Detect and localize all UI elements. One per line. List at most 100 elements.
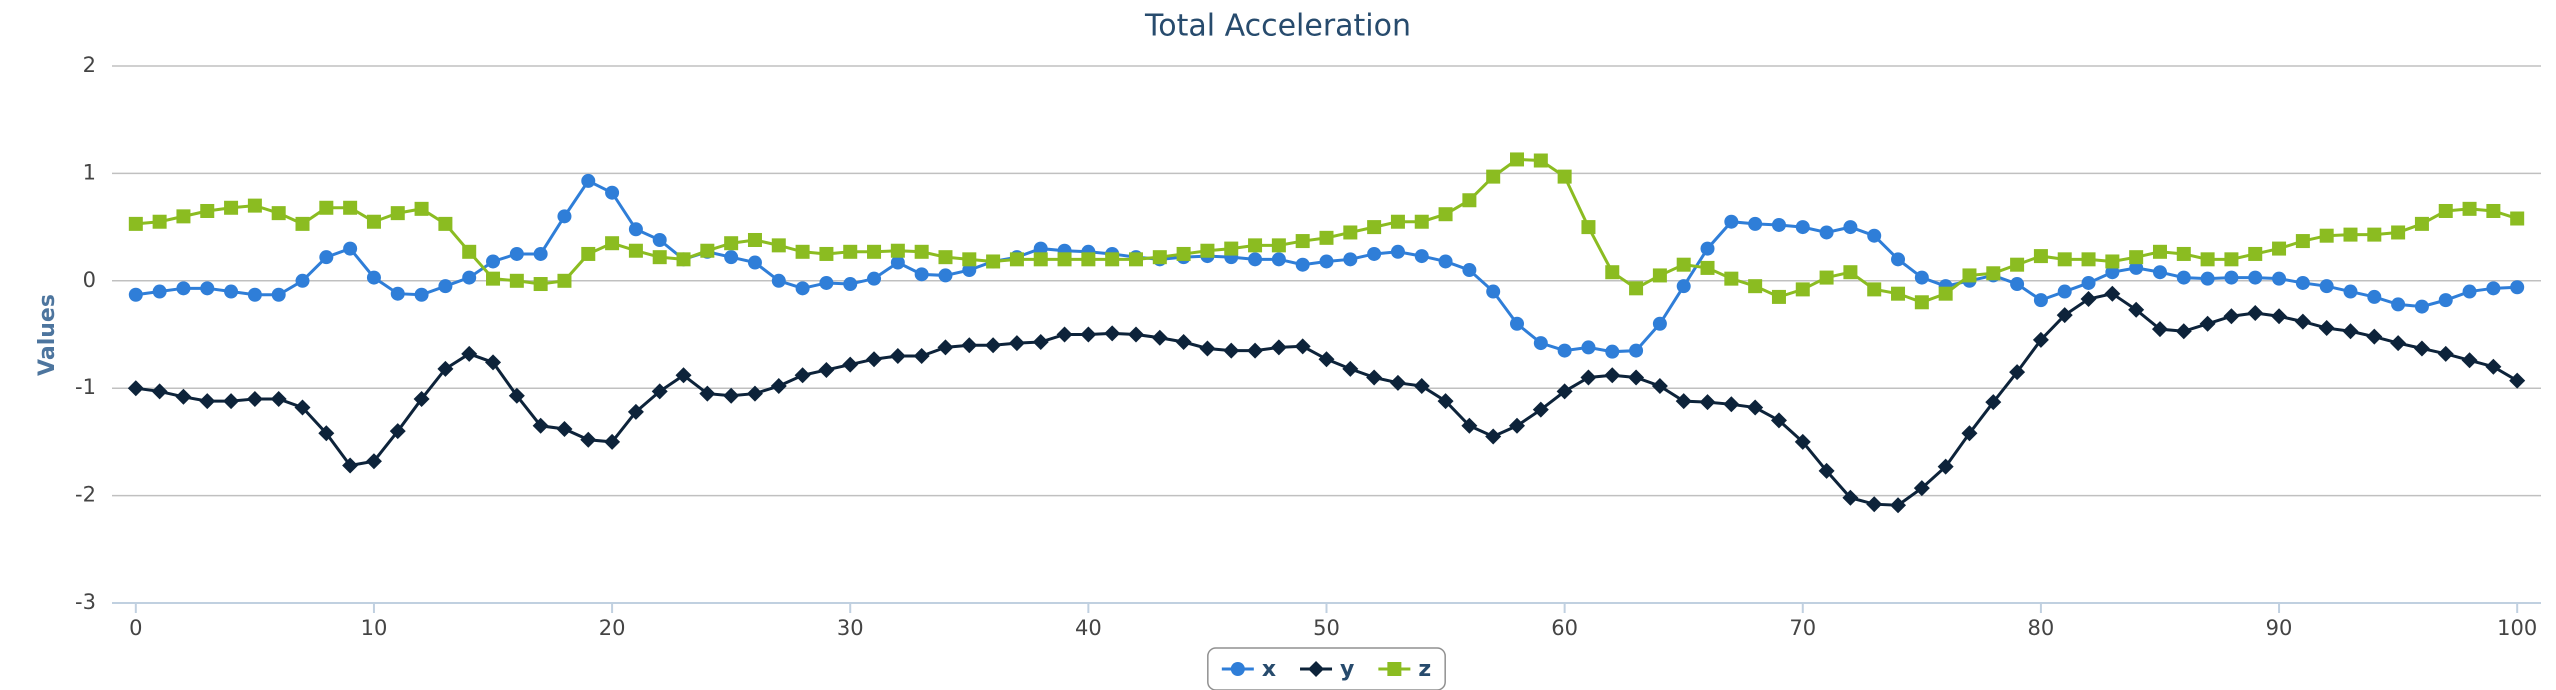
legend-item[interactable]: z (1378, 657, 1431, 682)
chart-title: Total Acceleration (1144, 9, 1411, 44)
marker (1461, 417, 1478, 434)
marker (1057, 252, 1072, 267)
marker (462, 244, 477, 259)
marker (819, 246, 834, 261)
marker (1533, 153, 1548, 168)
marker (1009, 252, 1024, 267)
marker (270, 390, 287, 407)
marker (2272, 271, 2287, 286)
marker (2223, 308, 2240, 325)
marker (1080, 326, 1097, 343)
marker (1605, 265, 1620, 280)
marker (938, 268, 953, 283)
marker (1700, 241, 1715, 256)
marker (581, 173, 596, 188)
marker (2272, 241, 2287, 256)
marker (2462, 284, 2477, 299)
marker (1557, 343, 1572, 358)
y-tick-label: -3 (75, 590, 96, 614)
marker (2485, 358, 2502, 375)
marker (1891, 286, 1906, 301)
marker (2295, 275, 2310, 290)
marker (224, 284, 239, 299)
marker (890, 255, 905, 270)
marker (1343, 252, 1358, 267)
marker (2152, 265, 2167, 280)
marker (2009, 364, 2026, 381)
marker (152, 214, 167, 229)
x-tick-label: 50 (1313, 616, 1340, 640)
x-tick-label: 100 (2497, 616, 2537, 640)
marker (1200, 243, 1215, 258)
x-tick-label: 40 (1075, 616, 1102, 640)
marker (1486, 284, 1501, 299)
marker (604, 433, 621, 450)
marker (2391, 297, 2406, 312)
marker (2366, 328, 2383, 345)
marker (1295, 257, 1310, 272)
marker (1175, 334, 1192, 351)
marker (628, 222, 643, 237)
marker (1723, 396, 1740, 413)
marker (2342, 323, 2359, 340)
marker (913, 347, 930, 364)
marker (461, 345, 478, 362)
marker (224, 200, 239, 215)
marker (1295, 234, 1310, 249)
marker (605, 185, 620, 200)
marker (605, 236, 620, 251)
marker (1342, 360, 1359, 377)
marker (1581, 340, 1596, 355)
marker (1770, 412, 1787, 429)
marker (1962, 268, 1977, 283)
marker (2414, 299, 2429, 314)
marker (2248, 246, 2263, 261)
marker (747, 255, 762, 270)
marker (1390, 244, 1405, 259)
marker (1248, 238, 1263, 253)
x-tick-label: 20 (599, 616, 626, 640)
marker (2105, 254, 2120, 269)
marker (1294, 338, 1311, 355)
marker (366, 214, 381, 229)
marker (2033, 249, 2048, 264)
marker (2129, 260, 2144, 275)
marker (1842, 489, 1859, 506)
marker (1532, 401, 1549, 418)
marker (2367, 289, 2382, 304)
marker (1509, 417, 1526, 434)
marker (2010, 257, 2025, 272)
marker (533, 246, 548, 261)
marker (2056, 307, 2073, 324)
marker (1724, 271, 1739, 286)
marker (986, 254, 1001, 269)
marker (1581, 220, 1596, 235)
marker (770, 378, 787, 395)
x-tick-label: 70 (1789, 616, 1816, 640)
marker (2413, 340, 2430, 357)
marker (937, 339, 954, 356)
marker (271, 287, 286, 302)
marker (486, 271, 501, 286)
marker (342, 457, 359, 474)
marker (2510, 211, 2525, 226)
marker (843, 277, 858, 292)
legend-item[interactable]: y (1300, 657, 1354, 682)
marker (365, 453, 382, 470)
marker (390, 206, 405, 221)
y-tick-label: 1 (83, 160, 96, 184)
marker (867, 271, 882, 286)
marker (1794, 433, 1811, 450)
marker (1437, 393, 1454, 410)
legend-item[interactable]: x (1221, 657, 1276, 682)
marker (1652, 316, 1667, 331)
marker (724, 250, 739, 265)
marker (2390, 335, 2407, 352)
marker (581, 246, 596, 261)
marker (1390, 214, 1405, 229)
marker (1462, 193, 1477, 208)
marker (1152, 250, 1167, 265)
marker (128, 216, 143, 231)
marker (652, 250, 667, 265)
